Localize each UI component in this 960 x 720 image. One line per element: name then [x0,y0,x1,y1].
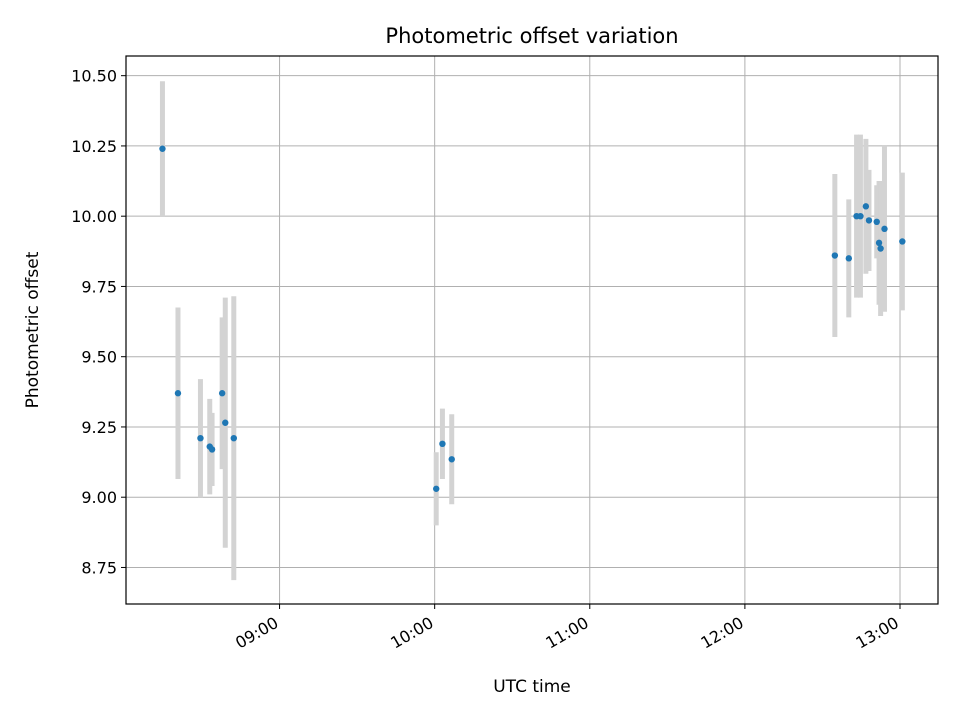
data-point [208,446,216,453]
x-axis-label: UTC time [493,677,571,697]
data-point [222,419,229,426]
y-tick-label: 10.25 [71,137,117,156]
data-point [159,145,166,152]
data-point [862,203,870,210]
plot-area [126,56,938,604]
data-point [197,434,204,442]
grid [126,56,938,604]
y-tick-label: 9.25 [81,418,117,437]
data-point [873,218,880,226]
data-point [174,390,182,397]
y-axis-label: Photometric offset [23,251,43,408]
data-point [218,390,226,397]
data-point [857,212,864,220]
y-tick-label: 8.75 [81,558,117,577]
data-point [439,440,446,448]
data-point [899,238,906,245]
y-tick-label: 10.50 [71,67,117,86]
data-points [159,145,906,492]
data-point [448,456,455,463]
data-point [877,245,884,252]
y-tick-label: 9.75 [81,277,117,296]
data-point [881,225,888,233]
data-point [865,217,873,224]
chart-title: Photometric offset variation [385,24,678,48]
data-point [831,252,839,259]
y-tick-label: 9.00 [81,488,117,507]
y-tick-label: 10.00 [71,207,117,226]
data-point [875,239,883,247]
data-point [230,434,238,442]
plot-frame [125,55,939,605]
data-point [433,485,440,492]
data-point [845,255,853,262]
y-tick-label: 9.50 [81,348,117,367]
